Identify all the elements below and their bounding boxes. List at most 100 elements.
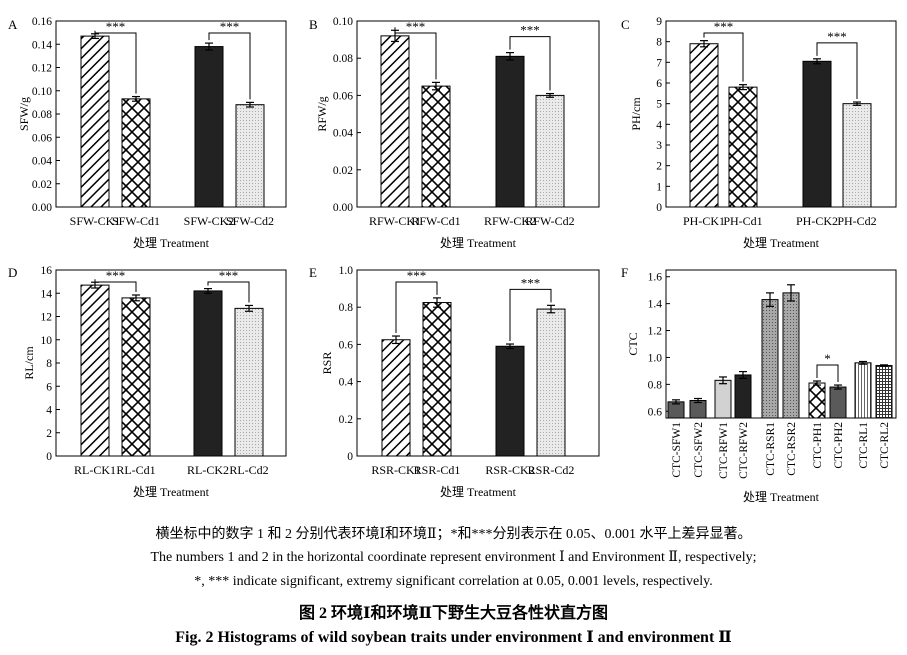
y-tick-label: 0.04 (333, 128, 353, 140)
y-tick-label: 3 (656, 140, 662, 152)
chart-panel-a: A 0.00 0.02 0.04 0.06 0.08 0.10 0.12 0.14 0.16 SFW… (8, 16, 287, 250)
y-tick-label: 0.10 (32, 86, 52, 98)
axis-frame (356, 269, 600, 457)
significance-label: *** (714, 19, 734, 34)
axis-frame (665, 269, 897, 419)
x-tick-label: CTC-RFW1 (718, 422, 730, 479)
y-tick-label: 1.0 (339, 265, 354, 277)
y-tick-label: 1.0 (648, 352, 663, 364)
axis-frame (665, 20, 897, 208)
bar (689, 400, 707, 419)
y-tick-label: 4 (656, 119, 662, 131)
x-tick-label: CTC-PH2 (833, 422, 845, 469)
x-tick-label: PH-Cd1 (723, 214, 762, 228)
significance-bracket (395, 281, 438, 334)
x-axis-label: 处理 Treatment (743, 236, 820, 250)
bar (728, 86, 758, 208)
significance-bracket (509, 288, 552, 342)
y-tick-label: 4 (46, 405, 52, 417)
significance-bracket (703, 32, 744, 82)
significance-label: *** (106, 268, 126, 283)
x-tick-label: CTC-SFW1 (671, 422, 683, 478)
bar (802, 60, 832, 208)
bar (193, 290, 223, 457)
significance-label: *** (106, 19, 126, 34)
bar (235, 104, 265, 208)
bar (808, 382, 826, 419)
caption-note-cn: 横坐标中的数字 1 和 2 分别代表环境Ⅰ和环境Ⅱ；*和***分别表示在 0.0… (155, 527, 752, 542)
x-tick-label: RL-Cd2 (229, 463, 268, 477)
x-tick-label: PH-Cd2 (837, 214, 876, 228)
y-tick-label: 0.6 (648, 406, 663, 418)
y-tick-label: 0.10 (333, 16, 353, 28)
x-tick-label: CTC-PH1 (812, 422, 824, 469)
caption-note-en-2: *, *** indicate significant, extremy sig… (194, 574, 713, 589)
y-axis-label: CTC (626, 332, 640, 355)
x-tick-label: RSR-CK2 (485, 463, 534, 477)
y-tick-label: 8 (656, 37, 662, 49)
y-axis-label: RL/cm (22, 346, 36, 380)
x-tick-label: PH-CK1 (683, 214, 725, 228)
y-axis-label: SFW/g (17, 97, 31, 131)
x-tick-label: CTC-RFW2 (738, 422, 750, 479)
bar (782, 292, 800, 419)
y-axis-label: PH/cm (629, 97, 643, 131)
panel-label: E (309, 265, 317, 280)
x-tick-label: RFW-CK1 (369, 214, 421, 228)
panel-label: F (621, 265, 628, 280)
y-tick-label: 8 (46, 358, 52, 370)
significance-bracket (94, 279, 137, 292)
x-tick-label: SFW-CK2 (184, 214, 235, 228)
y-tick-label: 0.4 (339, 377, 354, 389)
significance-bracket (208, 32, 251, 100)
y-tick-label: 0.04 (32, 156, 52, 168)
bar (495, 55, 525, 208)
bar (380, 35, 410, 208)
y-tick-label: 1 (656, 181, 662, 193)
y-tick-label: 9 (656, 16, 662, 28)
y-tick-label: 0 (46, 451, 52, 463)
y-tick-label: 2 (46, 428, 52, 440)
bar (535, 94, 565, 208)
bar (689, 43, 719, 208)
x-tick-label: SFW-Cd1 (112, 214, 160, 228)
significance-bracket (207, 281, 250, 303)
panel-label: B (309, 17, 318, 32)
y-tick-label: 6 (46, 381, 52, 393)
figure-title-en: Fig. 2 Histograms of wild soybean traits… (175, 629, 732, 646)
caption-note-en-1: The numbers 1 and 2 in the horizontal co… (150, 550, 757, 565)
chart-panel-b: B0.000.020.040.060.080.10RFW/gRFW-CK1RFW… (309, 16, 600, 250)
x-tick-label: CTC-RSR1 (765, 422, 777, 476)
significance-label: *** (521, 275, 541, 290)
x-tick-label: RL-Cd1 (116, 463, 155, 477)
y-tick-label: 0.02 (333, 165, 353, 177)
y-tick-label: 0.8 (339, 302, 354, 314)
y-tick-label: 0.2 (339, 414, 354, 426)
y-tick-label: 1.2 (648, 326, 663, 338)
y-tick-label: 0.02 (32, 179, 52, 191)
significance-label: * (824, 351, 831, 366)
figure-title-cn: 图 2 环境Ⅰ和环境Ⅱ下野生大豆各性状直方图 (299, 605, 608, 622)
significance-label: *** (220, 19, 240, 34)
y-tick-label: 10 (41, 335, 53, 347)
bar (714, 379, 732, 419)
y-tick-label: 16 (41, 265, 53, 277)
y-tick-label: 0.16 (32, 16, 52, 28)
bar (829, 386, 847, 419)
bar (734, 374, 752, 419)
bar (495, 345, 525, 457)
x-tick-label: RL-CK1 (74, 463, 116, 477)
significance-label: *** (219, 268, 239, 283)
significance-bracket (509, 36, 551, 91)
panel-label: C (621, 17, 630, 32)
y-tick-label: 5 (656, 99, 662, 111)
significance-label: *** (406, 19, 426, 34)
bar (761, 299, 779, 419)
x-axis-label: 处理 Treatment (440, 485, 517, 499)
y-tick-label: 0.14 (32, 39, 52, 51)
bar (854, 362, 872, 419)
y-tick-label: 0.06 (32, 132, 52, 144)
bar (234, 307, 264, 457)
bar (875, 365, 893, 419)
